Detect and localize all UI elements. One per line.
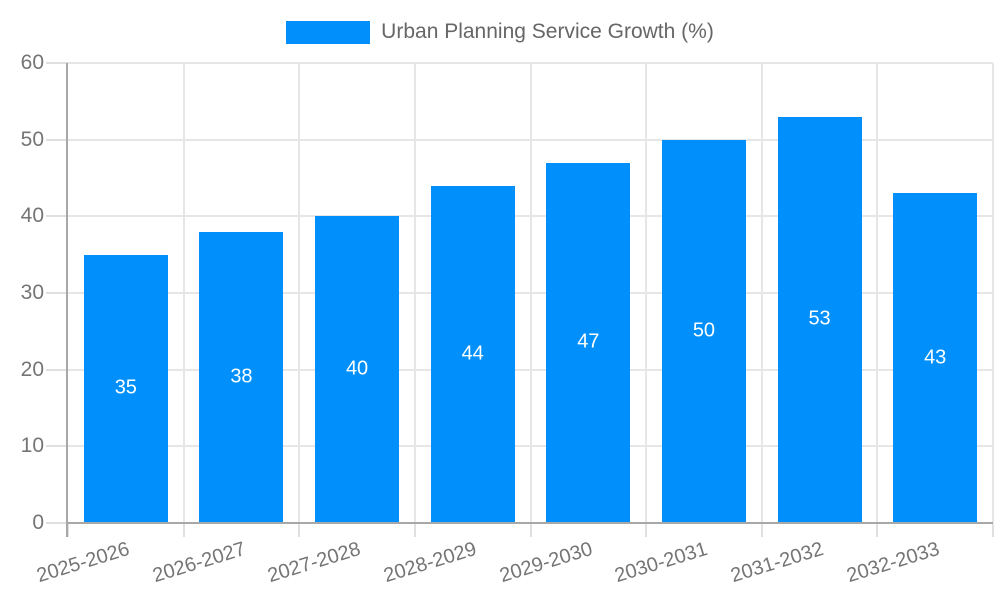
x-tick-label: 2031-2032 (728, 538, 826, 588)
x-tick-mark (992, 524, 994, 537)
legend-item[interactable]: Urban Planning Service Growth (%) (0, 18, 1000, 46)
bar-value-label: 44 (461, 342, 484, 365)
x-tick-label: 2026-2027 (149, 538, 248, 588)
x-tick-mark (413, 524, 416, 537)
x-tick-label: 2027-2028 (265, 538, 364, 588)
bar-value-label: 35 (114, 376, 137, 399)
y-tick-mark (46, 368, 68, 371)
y-tick-label: 30 (20, 281, 44, 304)
y-tick-label: 0 (32, 511, 44, 534)
v-gridline (529, 63, 532, 523)
x-tick-mark (876, 524, 879, 537)
x-tick-mark (67, 524, 69, 537)
x-tick-label: 2025-2026 (34, 538, 133, 588)
v-gridline (298, 63, 301, 523)
y-tick-label: 50 (20, 127, 44, 151)
x-tick-label: 2028-2029 (381, 538, 480, 588)
bar-value-label: 53 (808, 307, 831, 330)
y-tick-mark (46, 215, 68, 218)
y-tick-label: 60 (20, 51, 44, 74)
x-tick-label: 2029-2030 (496, 538, 595, 588)
v-gridline (645, 63, 648, 523)
v-gridline (413, 63, 416, 523)
legend-swatch (286, 20, 371, 44)
x-tick-mark (645, 524, 648, 537)
bar-2029-2030[interactable]: 47 (546, 162, 631, 522)
y-tick-label: 20 (20, 357, 44, 381)
legend-label: Urban Planning Service Growth (%) (381, 20, 714, 43)
y-tick-mark (46, 292, 68, 294)
x-tick-label: 2030-2031 (612, 538, 711, 588)
y-tick-mark (46, 138, 68, 141)
bar-2028-2029[interactable]: 44 (430, 185, 515, 522)
bar-2026-2027[interactable]: 38 (199, 231, 284, 522)
x-tick-mark (182, 524, 185, 537)
bar-2027-2028[interactable]: 40 (315, 216, 400, 522)
x-tick-mark (298, 524, 301, 537)
v-gridline (992, 63, 994, 523)
x-axis-line (66, 522, 993, 524)
y-tick-mark (46, 522, 68, 524)
x-tick-mark (760, 524, 763, 537)
x-tick-label: 2032-2033 (843, 538, 942, 588)
y-tick-label: 10 (20, 434, 44, 458)
y-axis-line (66, 63, 68, 537)
bar-2025-2026[interactable]: 35 (83, 254, 168, 522)
bar-2032-2033[interactable]: 43 (893, 193, 978, 522)
bar-value-label: 38 (230, 365, 253, 388)
bar-2031-2032[interactable]: 53 (777, 116, 862, 522)
bar-value-label: 40 (345, 357, 369, 380)
v-gridline (182, 63, 185, 523)
y-tick-mark (46, 62, 68, 64)
bar-value-label: 47 (577, 330, 600, 353)
bar-2030-2031[interactable]: 50 (661, 139, 746, 522)
y-tick-label: 40 (20, 204, 44, 228)
x-tick-mark (529, 524, 532, 537)
v-gridline (876, 63, 879, 523)
v-gridline (760, 63, 763, 523)
y-tick-mark (46, 445, 68, 448)
bar-value-label: 50 (692, 319, 716, 342)
bar-value-label: 43 (924, 346, 947, 369)
